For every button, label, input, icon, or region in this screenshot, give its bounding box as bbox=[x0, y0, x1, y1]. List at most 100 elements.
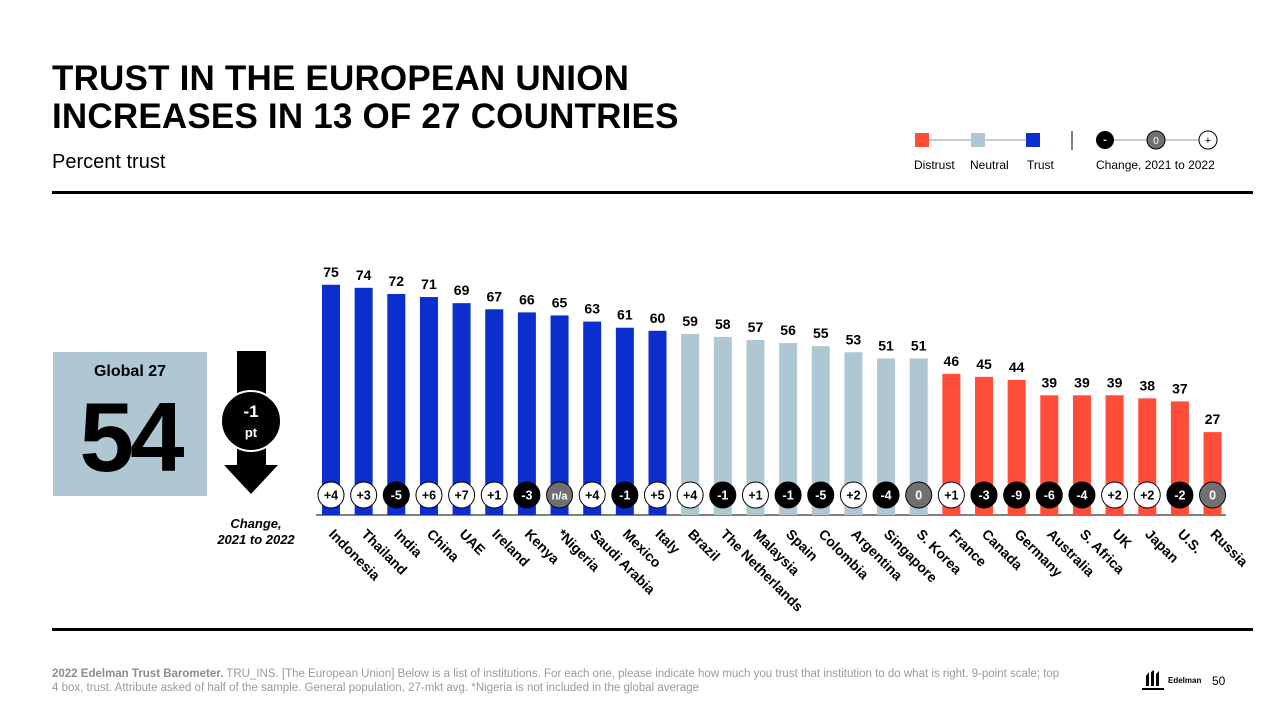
bar-the-netherlands bbox=[713, 336, 732, 515]
change-label-uk: +2 bbox=[1107, 489, 1121, 503]
change-label-russia: 0 bbox=[1209, 489, 1216, 503]
bar-uae bbox=[452, 303, 471, 515]
global-change-caption-line-2: 2021 to 2022 bbox=[217, 532, 295, 547]
change-circle-saudi-arabia bbox=[578, 481, 606, 509]
value-label-ireland: 67 bbox=[486, 288, 502, 304]
change-circle-spain bbox=[774, 481, 802, 509]
value-label-uk: 39 bbox=[1107, 374, 1123, 390]
value-label-japan: 38 bbox=[1139, 377, 1155, 393]
change-circle-canada bbox=[970, 481, 998, 509]
change-label-s-korea: 0 bbox=[915, 489, 922, 503]
legend-plus-sign: + bbox=[1205, 135, 1211, 147]
change-label-s-africa: -4 bbox=[1076, 489, 1087, 503]
bar-germany bbox=[1007, 379, 1026, 515]
bar-argentina bbox=[844, 352, 863, 515]
bar-mexico bbox=[615, 327, 634, 515]
value-label-spain: 56 bbox=[780, 322, 796, 338]
change-circle-singapore bbox=[872, 481, 900, 509]
bar-canada bbox=[975, 376, 993, 515]
value-label-colombia: 55 bbox=[813, 325, 829, 341]
legend-graphic: - 0 + bbox=[915, 130, 1218, 150]
value-label-saudi-arabia: 63 bbox=[584, 301, 600, 317]
change-circle-ireland bbox=[480, 481, 508, 509]
value-label-brazil: 59 bbox=[682, 313, 698, 329]
value-label-germany: 44 bbox=[1009, 359, 1025, 375]
value-label-the-netherlands: 58 bbox=[715, 316, 731, 332]
edelman-logo-icon bbox=[1142, 670, 1164, 690]
change-label-brazil: +4 bbox=[683, 489, 697, 503]
change-label-indonesia: +4 bbox=[324, 489, 338, 503]
legend-neutral-label: Neutral bbox=[970, 158, 1009, 172]
change-label-saudi-arabia: +4 bbox=[585, 489, 599, 503]
legend-neutral-swatch bbox=[971, 133, 985, 147]
change-circle-indonesia bbox=[317, 481, 345, 509]
global-value: 54 bbox=[79, 382, 184, 492]
value-label-italy: 60 bbox=[650, 310, 666, 326]
value-label-australia: 39 bbox=[1042, 374, 1058, 390]
change-label-japan: +2 bbox=[1140, 489, 1154, 503]
tick-label-brazil: Brazil bbox=[685, 526, 723, 564]
tick-label-japan: Japan bbox=[1142, 526, 1182, 566]
legend-distrust-swatch bbox=[915, 133, 929, 147]
value-label-indonesia: 75 bbox=[323, 264, 339, 280]
change-circle-malaysia bbox=[741, 481, 769, 509]
change-circle-mexico bbox=[611, 481, 639, 509]
tick-label-china: China bbox=[424, 526, 463, 565]
change-label-australia: -6 bbox=[1044, 489, 1055, 503]
change-label-malaysia: +1 bbox=[748, 489, 762, 503]
legend-positive-circle bbox=[1198, 130, 1218, 150]
bar-thailand bbox=[354, 287, 373, 515]
legend-minus-sign: - bbox=[1103, 134, 1107, 146]
page-number: 50 bbox=[1212, 674, 1226, 688]
legend-change-label: Change, 2021 to 2022 bbox=[1096, 158, 1215, 172]
title-line-1: TRUST IN THE EUROPEAN UNION bbox=[52, 59, 630, 98]
value-label-malaysia: 57 bbox=[748, 319, 764, 335]
bar-saudi-arabia bbox=[583, 321, 602, 515]
change-label-germany: -9 bbox=[1011, 489, 1022, 503]
legend-trust-swatch bbox=[1026, 133, 1040, 147]
title-line-2: INCREASES IN 13 OF 27 COUNTRIES bbox=[52, 97, 679, 136]
global-change-arrow: -1 pt bbox=[220, 351, 282, 494]
change-label-ireland: +1 bbox=[487, 489, 501, 503]
change-label-kenya: -3 bbox=[521, 489, 532, 503]
value-label-thailand: 74 bbox=[356, 267, 372, 283]
bar-kenya bbox=[517, 312, 536, 515]
value-label-argentina: 53 bbox=[846, 331, 862, 347]
change-label-canada: -3 bbox=[978, 489, 989, 503]
legend-zero-circle bbox=[1146, 130, 1166, 150]
value-label-uae: 69 bbox=[454, 282, 470, 298]
value-label-china: 71 bbox=[421, 276, 437, 292]
change-circle-colombia bbox=[807, 481, 835, 509]
global-change-value: -1 bbox=[243, 402, 258, 421]
bar-malaysia bbox=[746, 340, 765, 515]
bar-indonesia bbox=[322, 284, 340, 515]
change-label-argentina: +2 bbox=[846, 489, 860, 503]
bar-brazil bbox=[681, 333, 700, 515]
change-circle-russia bbox=[1199, 481, 1227, 509]
change-label-thailand: +3 bbox=[357, 489, 371, 503]
bar-italy bbox=[648, 330, 667, 515]
change-label-u-s: -2 bbox=[1174, 489, 1185, 503]
change-label-uae: +7 bbox=[454, 489, 468, 503]
value-label-singapore: 51 bbox=[878, 337, 894, 353]
change-circle-uk bbox=[1101, 481, 1129, 509]
value-label-russia: 27 bbox=[1205, 411, 1221, 427]
change-circle-kenya bbox=[513, 481, 541, 509]
bar-s-korea bbox=[909, 358, 928, 515]
bar-china bbox=[419, 297, 438, 515]
value-label-india: 72 bbox=[389, 273, 405, 289]
value-label-nigeria: 65 bbox=[552, 294, 568, 310]
change-circle-germany bbox=[1003, 481, 1031, 509]
tick-label-uk: UK bbox=[1109, 526, 1135, 552]
legend: - 0 + Distrust Neutral Trust Change, 202… bbox=[900, 128, 1240, 178]
bar-colombia bbox=[811, 346, 830, 515]
change-circle-argentina bbox=[839, 481, 867, 509]
change-circle-uae bbox=[448, 481, 476, 509]
bar-ireland bbox=[485, 309, 504, 515]
bar-nigeria bbox=[550, 315, 569, 515]
change-circle-france bbox=[937, 481, 965, 509]
change-circle-s-korea bbox=[905, 481, 933, 509]
page-title: TRUST IN THE EUROPEAN UNION INCREASES IN… bbox=[52, 60, 679, 136]
change-label-spain: -1 bbox=[783, 489, 794, 503]
